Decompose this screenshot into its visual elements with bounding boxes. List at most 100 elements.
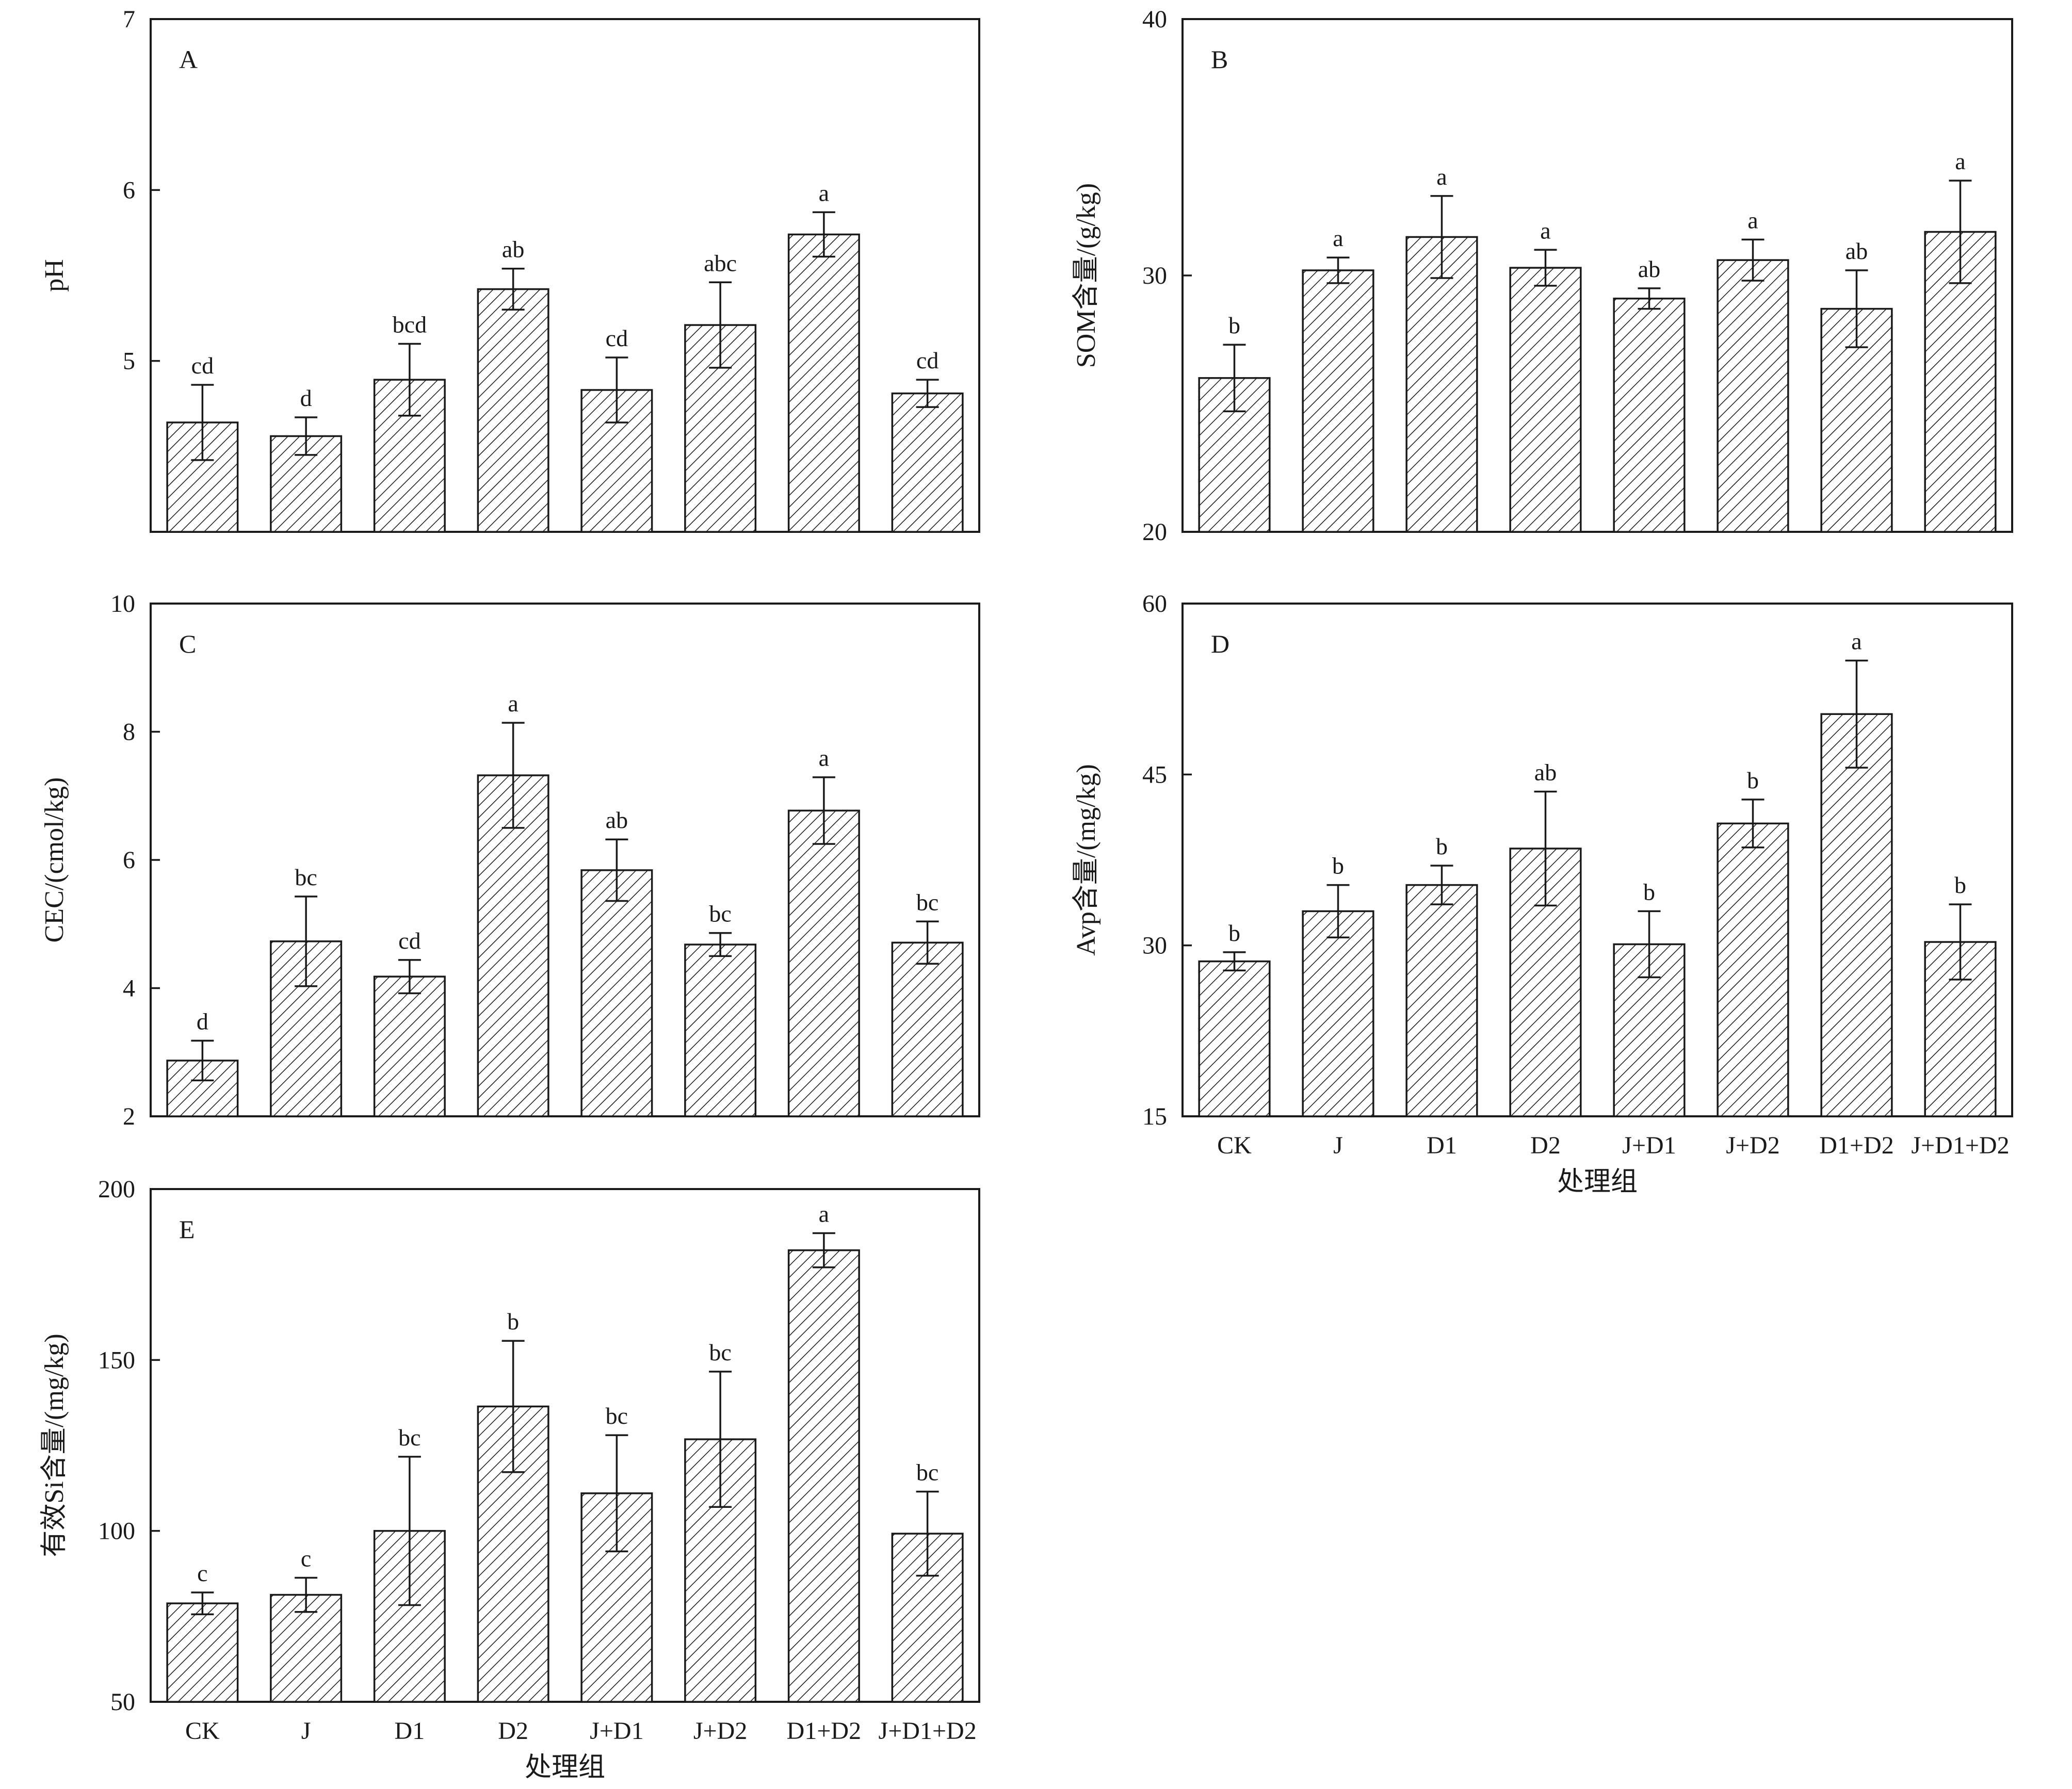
bar-j	[1302, 910, 1374, 1117]
significance-label: b	[1954, 872, 1966, 898]
significance-label: b	[1228, 920, 1240, 946]
significance-label: a	[1540, 217, 1550, 243]
x-tick-label: J+D2	[693, 1717, 747, 1745]
y-tick-label: 5	[123, 348, 135, 375]
x-tick-label: D1+D2	[787, 1717, 861, 1745]
significance-label: cd	[606, 325, 628, 351]
bar-j-d1-d2	[891, 1533, 964, 1703]
y-tick-label: 60	[1142, 590, 1167, 617]
y-tick-label: 20	[1142, 518, 1167, 546]
y-tick-label: 10	[110, 590, 135, 617]
bar-d1-d2	[787, 809, 860, 1117]
panel-a: 5 6 7 pH Acd d bcd ab cd abc a cd	[40, 6, 980, 533]
significance-label: b	[1747, 767, 1759, 793]
bar-d2	[477, 288, 549, 533]
y-tick-label: 2	[123, 1103, 135, 1130]
x-axis-title: 处理组	[1557, 1167, 1638, 1197]
significance-label: bcd	[393, 312, 427, 338]
y-tick-label: 50	[110, 1688, 135, 1716]
bar-ck	[166, 1602, 239, 1703]
significance-label: a	[1333, 225, 1343, 251]
x-tick-label: D1+D2	[1819, 1132, 1893, 1159]
y-axis-title: SOM含量/(g/kg)	[1072, 183, 1101, 368]
significance-label: abc	[704, 250, 737, 276]
significance-label: a	[1747, 207, 1758, 233]
bar-d2	[1509, 267, 1582, 533]
significance-label: bc	[709, 901, 731, 927]
significance-label: cd	[191, 352, 214, 379]
panel-letter: A	[179, 45, 198, 74]
x-tick-label: D2	[498, 1717, 528, 1745]
bar-d1	[1405, 884, 1478, 1117]
x-tick-label: CK	[1217, 1132, 1252, 1159]
y-tick-label: 7	[123, 6, 135, 33]
y-axis-title: 有效Si含量/(mg/kg)	[40, 1333, 69, 1557]
bar-j-d1-d2	[891, 941, 964, 1117]
panel-e: 50 100 150 200 有效Si含量/(mg/kg) Ec CK c Jbc D1 b D2 bc…	[40, 1176, 980, 1782]
x-tick-label: J+D1	[590, 1717, 643, 1745]
bar-j-d2	[1717, 259, 1789, 533]
x-tick-label: D1	[395, 1717, 425, 1745]
significance-label: b	[1332, 853, 1344, 879]
x-tick-label: J+D1+D2	[1911, 1132, 2009, 1159]
significance-label: c	[197, 1560, 207, 1586]
y-axis-title: CEC/(cmol/kg)	[40, 777, 69, 943]
significance-label: a	[1955, 148, 1965, 174]
y-tick-label: 45	[1142, 761, 1167, 788]
bar-d2	[477, 774, 549, 1117]
y-tick-label: 4	[123, 975, 135, 1002]
significance-label: a	[1851, 628, 1861, 654]
significance-label: bc	[916, 889, 938, 915]
panel-letter: B	[1211, 45, 1228, 74]
significance-label: bc	[398, 1424, 420, 1451]
y-axis-title: Avp含量/(mg/kg)	[1072, 764, 1101, 956]
significance-label: ab	[502, 236, 524, 263]
panel-b: 20 30 40 SOM含量/(g/kg) Bb a a a ab a ab a	[1072, 6, 2013, 546]
plot-frame	[150, 18, 980, 533]
bar-ck	[1198, 960, 1271, 1117]
significance-label: bc	[606, 1403, 628, 1429]
bar-j-d1-d2	[1924, 941, 1997, 1117]
bar-d1	[373, 975, 446, 1117]
bar-d1	[1405, 236, 1478, 533]
bar-d1-d2	[787, 233, 860, 533]
significance-label: c	[301, 1545, 311, 1571]
bar-j-d2	[684, 944, 757, 1117]
y-tick-label: 200	[98, 1176, 135, 1203]
significance-label: ab	[1534, 759, 1557, 785]
x-axis-title: 处理组	[525, 1753, 605, 1782]
x-tick-label: J	[1333, 1132, 1343, 1159]
significance-label: a	[819, 180, 829, 206]
bar-d1-d2	[1820, 713, 1893, 1117]
y-tick-label: 40	[1142, 6, 1167, 33]
panel-letter: D	[1211, 629, 1229, 658]
bar-d1-d2	[787, 1249, 860, 1703]
y-tick-label: 8	[123, 719, 135, 746]
bar-j-d2	[1717, 822, 1789, 1117]
significance-label: ab	[1638, 256, 1660, 282]
panel-letter: C	[179, 629, 196, 658]
significance-label: ab	[1846, 238, 1868, 264]
x-tick-label: D2	[1530, 1132, 1561, 1159]
significance-label: b	[1436, 833, 1448, 859]
significance-label: bc	[709, 1339, 731, 1365]
bar-j-d1	[1613, 297, 1686, 533]
x-tick-label: J	[301, 1717, 311, 1745]
significance-label: b	[507, 1308, 519, 1335]
y-tick-label: 150	[98, 1346, 135, 1374]
significance-label: cd	[916, 347, 938, 373]
bar-j	[1302, 269, 1374, 533]
x-tick-label: D1	[1427, 1132, 1457, 1159]
significance-label: bc	[295, 864, 317, 890]
y-tick-label: 30	[1142, 262, 1167, 289]
x-tick-label: J+D1	[1622, 1132, 1676, 1159]
bar-j-d1	[580, 869, 653, 1117]
x-tick-label: J+D1+D2	[879, 1717, 977, 1745]
panel-d: 15304560Avp含量/(mg/kg)DbCKbJbD1abD2bJ+D1b…	[1072, 590, 2013, 1197]
y-tick-label: 100	[98, 1518, 135, 1545]
significance-label: b	[1643, 879, 1655, 905]
significance-label: ab	[606, 807, 628, 833]
y-tick-label: 15	[1142, 1103, 1167, 1130]
plot-frame	[150, 1188, 980, 1703]
